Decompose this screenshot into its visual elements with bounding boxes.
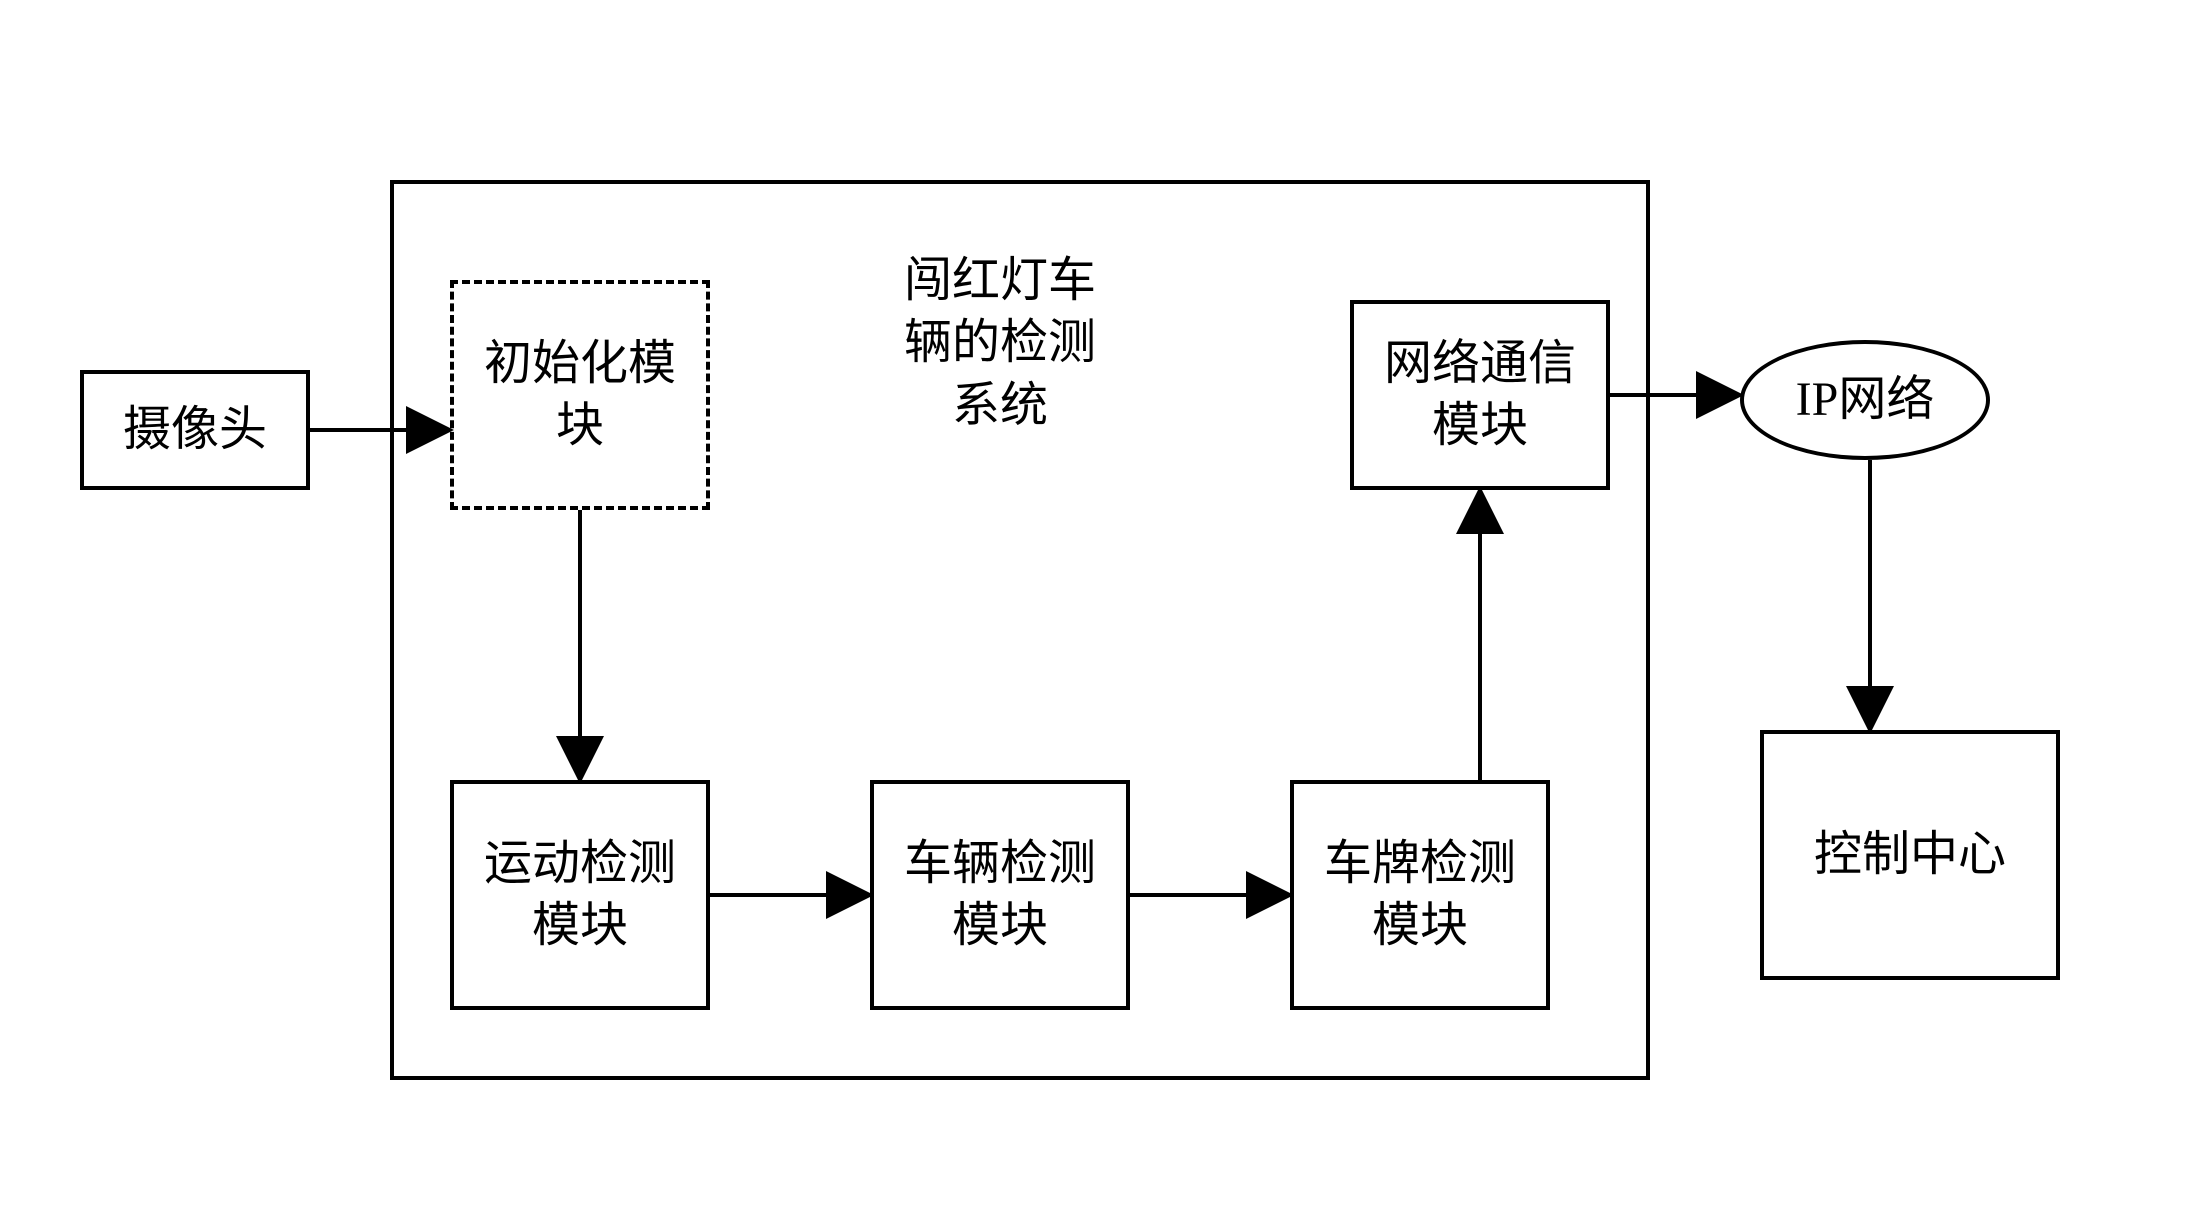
arrows-layer: [0, 0, 2204, 1220]
